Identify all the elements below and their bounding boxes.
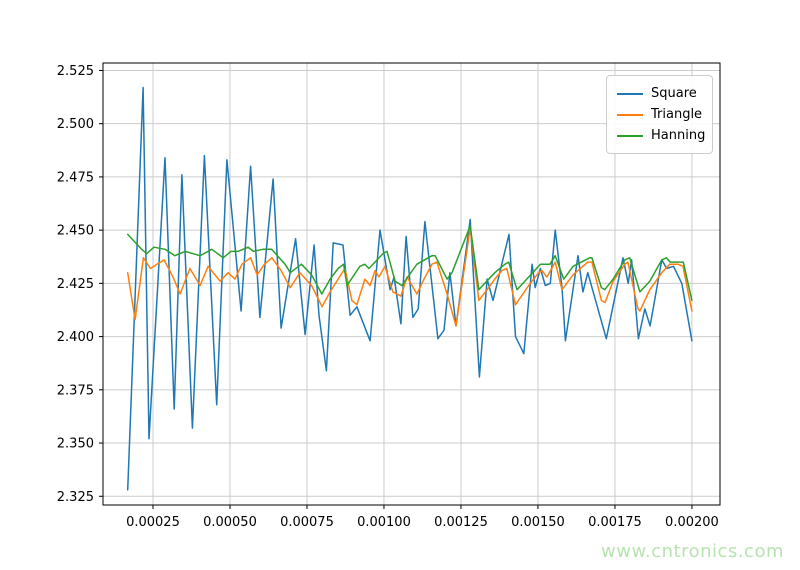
axis-ticks [99, 69, 693, 509]
legend-label-hanning: Hanning [651, 128, 706, 143]
legend-line-swatch-square [617, 92, 643, 95]
y-tick-label: 2.450 [57, 224, 94, 239]
y-tick-label: 2.500 [57, 117, 94, 132]
series-lines [126, 86, 693, 491]
legend-item-square: Square [617, 83, 702, 104]
legend-item-hanning: Hanning [617, 125, 706, 146]
legend-label-triangle: Triangle [651, 107, 703, 122]
y-tick-label: 2.400 [57, 330, 94, 345]
y-tick-label: 2.325 [57, 490, 94, 505]
series-line-square [126, 86, 693, 491]
legend-line-swatch-hanning [617, 134, 643, 137]
x-tick-label: 0.00125 [434, 515, 488, 530]
y-tick-label: 2.425 [57, 277, 94, 292]
legend-line-swatch-triangle [617, 113, 643, 116]
y-tick-label: 2.375 [57, 383, 94, 398]
x-tick-label: 0.00025 [126, 515, 180, 530]
plot-border [102, 62, 721, 506]
series-line-hanning [126, 225, 693, 302]
y-tick-label: 2.525 [57, 64, 94, 79]
watermark: www.cntronics.com [601, 541, 784, 562]
y-tick-label: 2.350 [57, 437, 94, 452]
x-tick-label: 0.00050 [203, 515, 257, 530]
legend-item-triangle: Triangle [617, 104, 702, 125]
legend: Square Triangle Hanning [606, 75, 713, 154]
x-tick-label: 0.00100 [357, 515, 411, 530]
axis-tick-labels: 0.00025 0.00050 0.00075 0.00100 0.00125 0.001… [57, 64, 719, 530]
x-tick-label: 0.00200 [665, 515, 719, 530]
x-tick-label: 0.00075 [280, 515, 334, 530]
y-tick-label: 2.475 [57, 170, 94, 185]
legend-label-square: Square [651, 86, 697, 101]
x-tick-label: 0.00150 [511, 515, 565, 530]
x-tick-label: 0.00175 [588, 515, 642, 530]
